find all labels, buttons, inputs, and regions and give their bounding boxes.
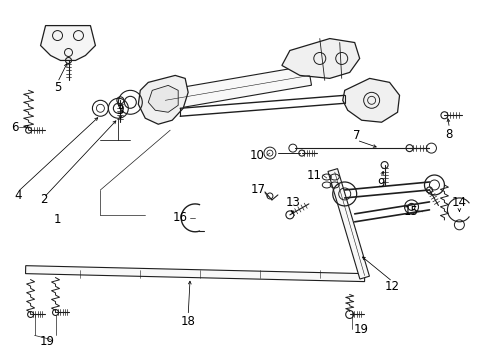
Polygon shape [148,85,178,112]
Text: 6: 6 [11,121,19,134]
Text: 9: 9 [376,177,384,190]
Text: 2: 2 [40,193,47,206]
Text: 3: 3 [117,104,124,117]
Text: 7: 7 [352,129,360,142]
Polygon shape [41,26,95,60]
Text: 17: 17 [250,184,265,197]
Text: 14: 14 [451,197,466,210]
Text: 4: 4 [14,189,21,202]
Text: 19: 19 [40,335,55,348]
Polygon shape [281,39,359,78]
Text: 15: 15 [403,205,418,219]
Polygon shape [342,78,399,122]
Text: 18: 18 [181,315,195,328]
Text: 5: 5 [54,81,61,94]
Text: 1: 1 [54,213,61,226]
Text: 13: 13 [285,197,300,210]
Text: 19: 19 [353,323,368,336]
Polygon shape [327,168,368,279]
Text: 11: 11 [305,168,321,181]
Text: 10: 10 [249,149,264,162]
Polygon shape [138,75,188,124]
Polygon shape [163,66,311,110]
Text: 16: 16 [172,211,187,224]
Text: 12: 12 [384,280,399,293]
Text: 8: 8 [445,128,452,141]
Polygon shape [25,266,364,282]
